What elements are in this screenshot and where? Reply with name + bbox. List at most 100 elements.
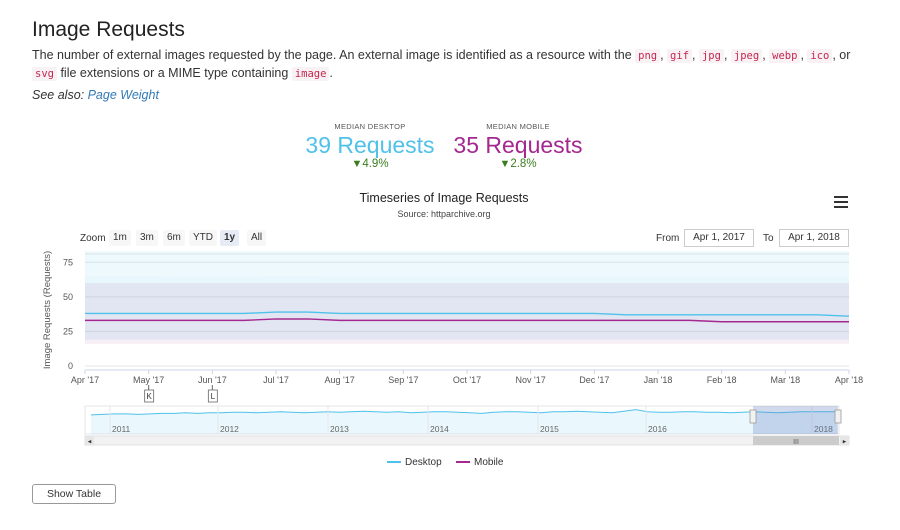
zoom-6m-button[interactable]: 6m xyxy=(163,230,185,246)
x-tick-label: Dec '17 xyxy=(579,375,609,385)
metric-mobile-value: 35 Requests xyxy=(453,132,583,158)
scroll-right-icon: ▸ xyxy=(843,439,847,446)
navigator-area xyxy=(91,409,837,434)
navigator-year-label: 2011 xyxy=(112,424,131,434)
code-token-jpeg: jpeg xyxy=(730,49,763,63)
metric-mobile-change-value: 2.8% xyxy=(510,158,537,170)
zoom-ytd-button[interactable]: YTD xyxy=(189,230,217,246)
legend-desktop-swatch xyxy=(387,461,401,464)
navigator-year-label: 2013 xyxy=(330,424,349,434)
code-token-webp: webp xyxy=(769,49,801,63)
x-tick-label: May '17 xyxy=(133,375,164,385)
x-tick-label: Apr '18 xyxy=(835,375,863,385)
navigator-year-label: 2015 xyxy=(540,424,559,434)
code-token-gif: gif xyxy=(667,49,693,63)
metric-desktop-change-value: 4.9% xyxy=(362,158,389,170)
metric-desktop-change: ▼4.9% xyxy=(295,158,445,170)
x-tick-label: Mar '18 xyxy=(770,375,800,385)
see-also-label: See also: xyxy=(32,88,88,102)
x-tick-label: Nov '17 xyxy=(516,375,546,385)
y-tick-label: 0 xyxy=(68,361,73,371)
scrollbar-thumb xyxy=(753,436,839,445)
code-token-jpg: jpg xyxy=(698,49,724,63)
navigator-selection xyxy=(753,406,838,434)
desktop-band xyxy=(85,276,849,340)
chart-subtitle: Source: httparchive.org xyxy=(397,209,491,219)
navigator-handle-right xyxy=(834,409,842,424)
scrollbar-grip: III xyxy=(793,439,799,446)
flag-box xyxy=(144,389,155,403)
x-tick-label: Aug '17 xyxy=(325,375,355,385)
navigator-line xyxy=(90,409,837,416)
x-tick-label: Jun '17 xyxy=(198,375,227,385)
x-tick-label: Feb '18 xyxy=(707,375,737,385)
desc-text: The number of external images requested … xyxy=(32,48,636,62)
desc-text: . xyxy=(329,66,333,80)
from-date-input[interactable]: Apr 1, 2017 xyxy=(684,229,754,247)
desc-text: file extensions or a MIME type containin… xyxy=(56,66,292,80)
navigator-frame xyxy=(84,405,840,435)
y-tick-label: 75 xyxy=(63,257,73,267)
navigator-year-label: 2014 xyxy=(430,424,449,434)
scrollbar-right-button xyxy=(840,436,849,445)
x-tick-label: Sep '17 xyxy=(388,375,418,385)
y-axis-label: Image Requests (Requests) xyxy=(42,251,53,369)
legend-mobile-label: Mobile xyxy=(474,457,504,468)
code-token-ico: ico xyxy=(807,49,833,63)
down-triangle-icon: ▼ xyxy=(351,158,363,170)
navigator-year-label: 2012 xyxy=(220,424,239,434)
x-tick-label: Oct '17 xyxy=(453,375,481,385)
desc-text: , or xyxy=(832,48,851,62)
flag-box xyxy=(207,389,218,403)
desc-text: , xyxy=(660,48,668,62)
code-token-svg: svg xyxy=(32,67,57,81)
code-token-png: png xyxy=(635,49,661,63)
metric-mobile: MEDIAN MOBILE 35 Requests ▼2.8% xyxy=(443,122,593,170)
chart-title: Timeseries of Image Requests xyxy=(359,191,529,205)
legend-mobile-swatch xyxy=(456,461,470,464)
page-title: Image Requests xyxy=(32,18,185,41)
x-tick-label: Jul '17 xyxy=(263,375,289,385)
code-token-image: image xyxy=(291,67,330,81)
down-triangle-icon: ▼ xyxy=(499,158,511,170)
navigator-year-label: 2016 xyxy=(648,424,667,434)
see-also: See also: Page Weight xyxy=(32,88,159,102)
metric-mobile-label: MEDIAN MOBILE xyxy=(486,122,550,131)
from-label: From xyxy=(656,233,680,244)
scroll-left-icon: ◂ xyxy=(88,439,92,446)
desc-text: , xyxy=(762,48,770,62)
x-tick-label: Apr '17 xyxy=(71,375,99,385)
zoom-1m-button[interactable]: 1m xyxy=(109,230,131,246)
desc-text: , xyxy=(723,48,731,62)
desktop-p90-band xyxy=(85,251,849,278)
page-description: The number of external images requested … xyxy=(32,47,872,83)
flag-label: L xyxy=(211,392,216,401)
mobile-series-line xyxy=(85,318,849,323)
zoom-label: Zoom xyxy=(80,233,106,244)
metric-desktop: MEDIAN DESKTOP 39 Requests ▼4.9% xyxy=(295,122,445,170)
metric-desktop-label: MEDIAN DESKTOP xyxy=(334,122,406,131)
desc-text: , xyxy=(800,48,808,62)
page-weight-link[interactable]: Page Weight xyxy=(87,88,159,102)
to-label: To xyxy=(763,233,774,244)
legend-desktop[interactable]: Desktop xyxy=(387,457,442,468)
y-tick-label: 25 xyxy=(63,326,73,336)
metric-desktop-value: 39 Requests xyxy=(305,132,435,158)
to-date-input[interactable]: Apr 1, 2018 xyxy=(779,229,849,247)
legend-mobile[interactable]: Mobile xyxy=(456,457,503,468)
zoom-all-button[interactable]: All xyxy=(247,230,267,246)
navigator-handle-left xyxy=(749,409,757,424)
zoom-1y-button[interactable]: 1y xyxy=(220,230,240,246)
desc-text: , xyxy=(692,48,699,62)
zoom-3m-button[interactable]: 3m xyxy=(136,230,158,246)
desktop-series-line xyxy=(85,311,850,317)
scrollbar-track xyxy=(84,435,850,446)
navigator-year-label: 2018 xyxy=(814,424,833,434)
y-tick-label: 50 xyxy=(63,292,73,302)
metric-mobile-change: ▼2.8% xyxy=(443,158,593,170)
legend-desktop-label: Desktop xyxy=(405,457,442,468)
x-tick-label: Jan '18 xyxy=(644,375,673,385)
flag-label: K xyxy=(146,392,152,401)
show-table-button[interactable]: Show Table xyxy=(32,484,116,504)
hamburger-menu-icon[interactable] xyxy=(834,196,848,208)
